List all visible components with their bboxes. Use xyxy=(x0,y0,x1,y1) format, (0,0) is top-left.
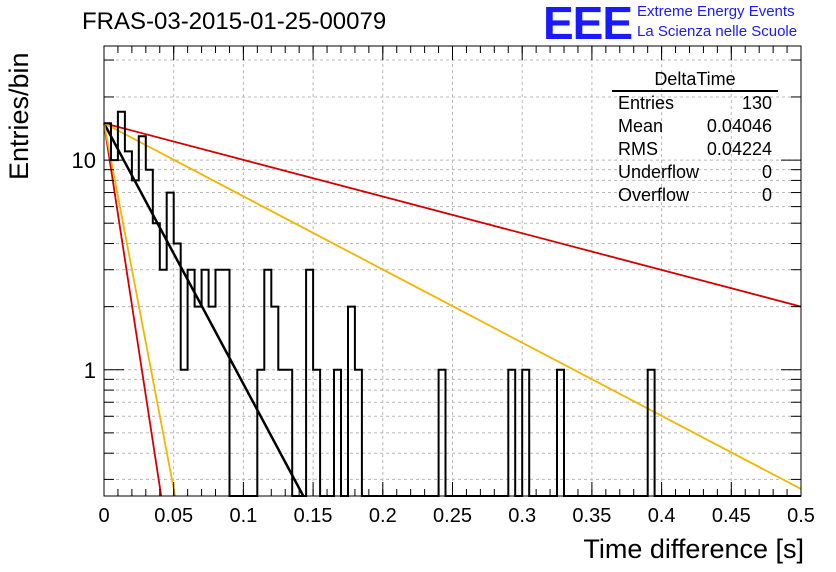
fit-curve xyxy=(103,123,163,497)
fit-curves xyxy=(102,122,802,497)
x-tick-label: 0.2 xyxy=(369,505,397,527)
stats-value: 0 xyxy=(761,162,772,182)
stats-label: Overflow xyxy=(618,185,690,205)
x-tick-label: 0 xyxy=(98,505,109,527)
x-tick-label: 0.5 xyxy=(787,505,815,527)
x-tick-label: 0.35 xyxy=(572,505,611,527)
histogram-bin xyxy=(167,193,174,496)
stats-row: RMS 0.04224 xyxy=(612,138,778,161)
histogram-bin xyxy=(216,270,223,496)
x-axis-label: Time difference [s] xyxy=(583,534,804,564)
histogram-bin xyxy=(195,307,202,496)
stats-box: DeltaTime Entries 130 Mean 0.04046 RMS 0.04… xyxy=(612,68,778,207)
y-axis-label: Entries/bin xyxy=(4,52,34,180)
x-tick-label: 0.4 xyxy=(648,505,676,527)
y-tick-label: 10 xyxy=(72,148,96,173)
fit-curve xyxy=(103,123,176,497)
histogram-bin xyxy=(160,270,167,496)
histogram-bin xyxy=(271,307,278,496)
histogram-bin xyxy=(306,270,313,496)
grid xyxy=(103,46,802,496)
stats-value: 130 xyxy=(741,93,772,113)
stats-value: 0 xyxy=(761,185,772,205)
stats-label: Underflow xyxy=(618,162,700,182)
histogram-bin xyxy=(202,270,209,496)
stats-label: RMS xyxy=(618,139,658,159)
stats-label: Entries xyxy=(618,93,675,113)
tick-labels: 0 0.05 0.1 0.15 0.2 0.25 0.3 0.35 0.4 0.45 0.5 1 10 xyxy=(72,148,815,527)
fit-curve xyxy=(103,122,802,490)
logo-line-2: La Scienza nelle Scuole xyxy=(637,23,798,40)
histogram-bin xyxy=(104,123,111,496)
y-tick-label: 1 xyxy=(84,358,96,383)
stats-title: DeltaTime xyxy=(612,68,778,92)
x-tick-label: 0.3 xyxy=(508,505,536,527)
stats-row: Overflow 0 xyxy=(612,184,778,207)
axis-ticks xyxy=(103,46,802,496)
histogram-bin xyxy=(222,270,229,496)
histogram-bin xyxy=(188,270,195,496)
x-tick-label: 0.15 xyxy=(294,505,333,527)
stats-row: Underflow 0 xyxy=(612,161,778,184)
stats-row: Mean 0.04046 xyxy=(612,115,778,138)
histogram-bin xyxy=(264,270,271,496)
x-tick-label: 0.05 xyxy=(154,505,193,527)
stats-label: Mean xyxy=(618,116,664,136)
x-tick-label: 0.25 xyxy=(433,505,472,527)
eee-logo: EEE xyxy=(543,0,633,49)
histogram-bin xyxy=(125,151,132,496)
stats-row: Entries 130 xyxy=(612,92,778,115)
stats-value: 0.04046 xyxy=(706,116,772,136)
x-tick-label: 0.1 xyxy=(229,505,257,527)
stats-value: 0.04224 xyxy=(706,139,772,159)
histogram-bin xyxy=(146,170,153,496)
logo-line-1: Extreme Energy Events xyxy=(637,3,795,20)
x-tick-label: 0.45 xyxy=(712,505,751,527)
histogram-bin xyxy=(209,307,216,496)
histogram-bin xyxy=(153,223,160,496)
fit-curve xyxy=(102,122,305,497)
fit-curve xyxy=(103,122,802,308)
run-title: FRAS-03-2015-01-25-00079 xyxy=(82,8,387,35)
